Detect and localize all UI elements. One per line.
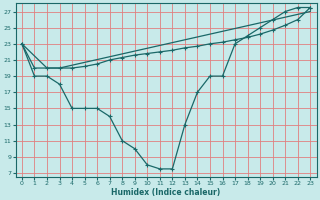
X-axis label: Humidex (Indice chaleur): Humidex (Indice chaleur) (111, 188, 221, 197)
